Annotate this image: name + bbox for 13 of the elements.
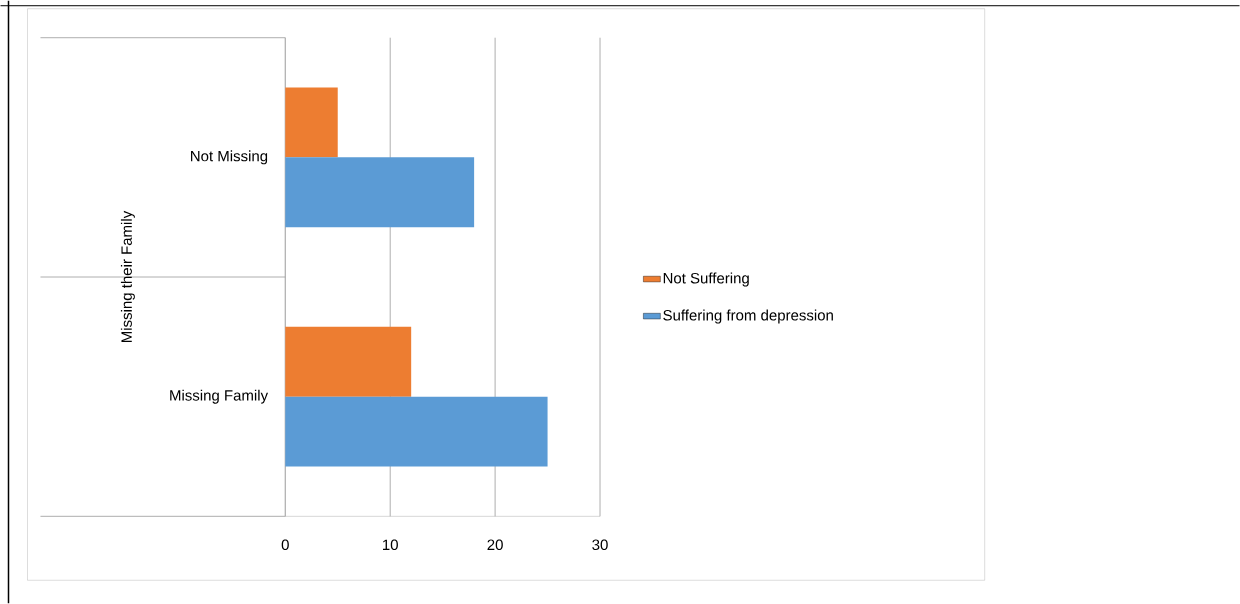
x-tick-label: 20 [487, 539, 503, 551]
x-tick-label: 10 [383, 539, 398, 551]
bar [285, 87, 338, 158]
bar [285, 157, 475, 228]
x-tick-label: 0 [281, 539, 289, 551]
legend-label: Suffering from depression [663, 309, 833, 324]
bar [285, 326, 412, 397]
y-tick-label: Missing Family [170, 389, 269, 404]
legend-label: Not Suffering [663, 272, 749, 287]
y-tick-label: Not Missing [191, 150, 268, 165]
x-tick-label: 30 [592, 539, 608, 551]
y-axis-title: Missing their Family [120, 210, 135, 342]
bar [285, 396, 548, 467]
